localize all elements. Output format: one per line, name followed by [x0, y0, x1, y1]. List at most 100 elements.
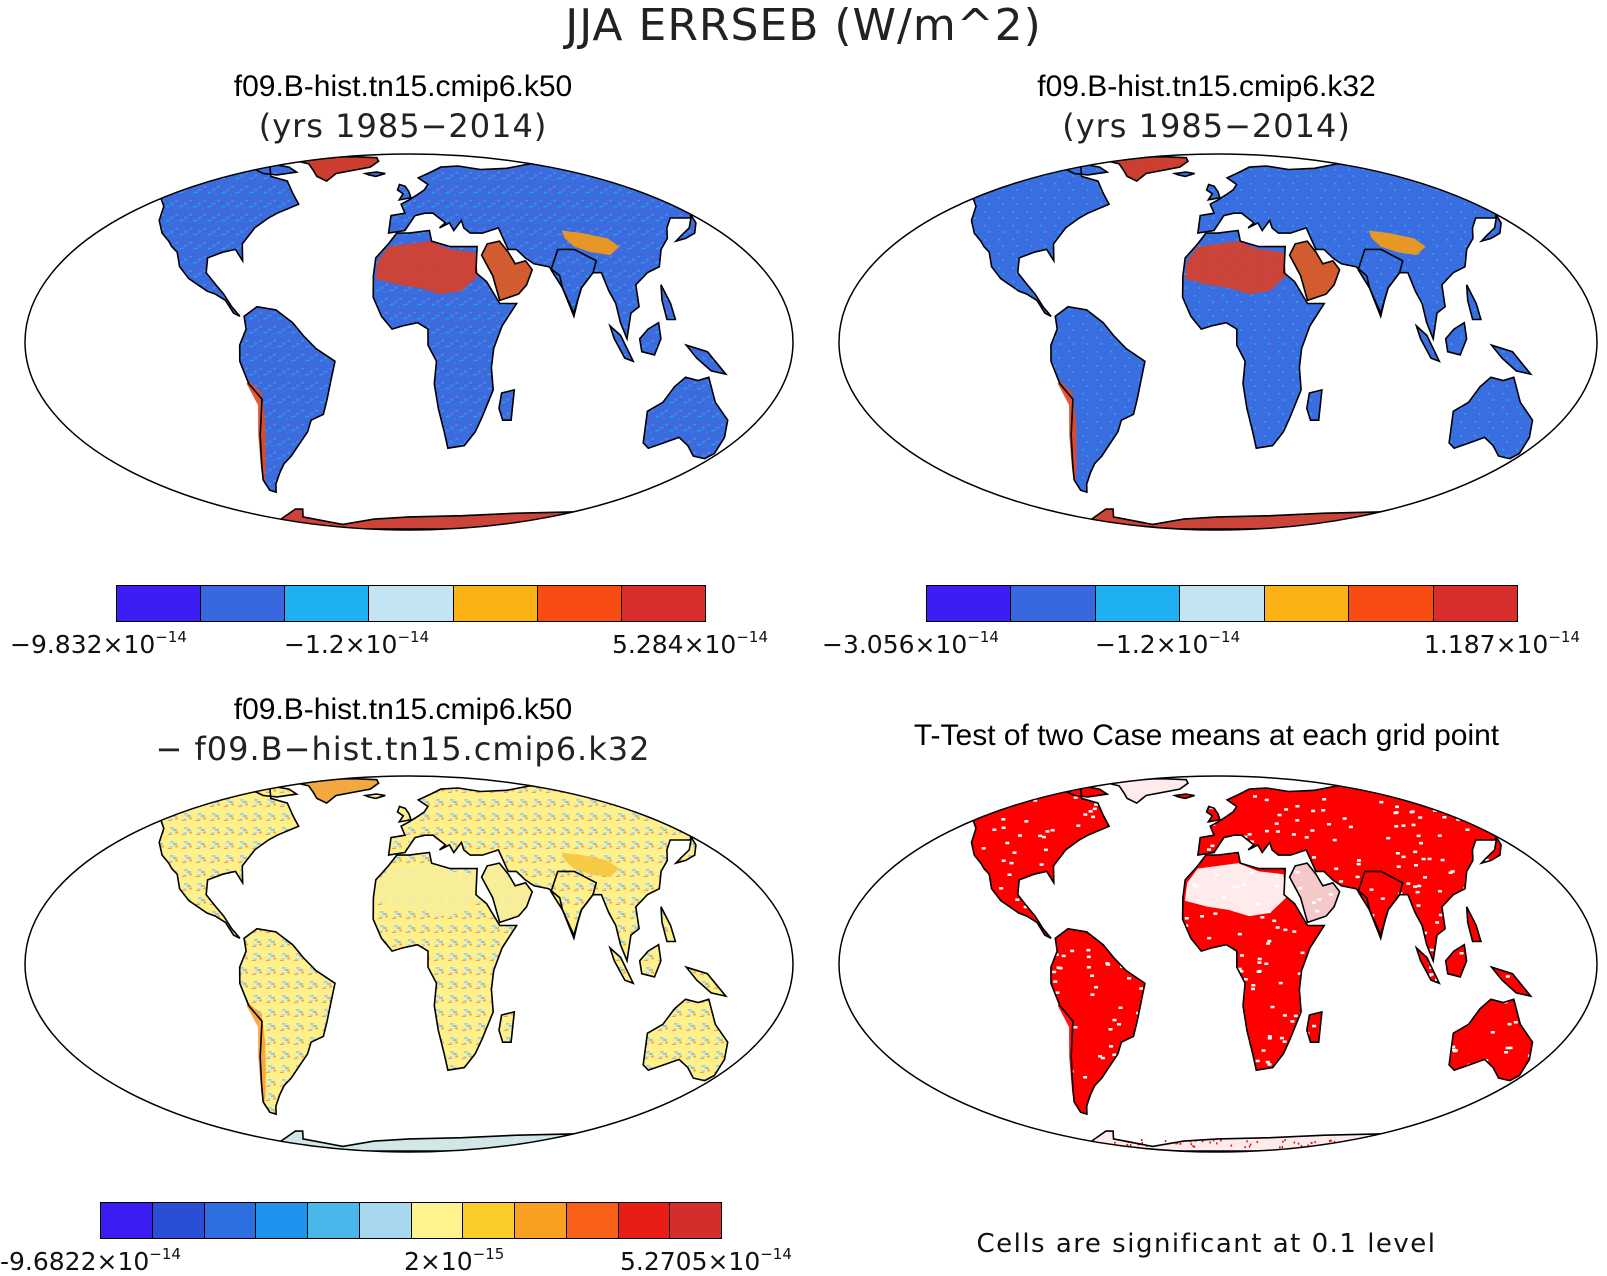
coastline: [372, 851, 519, 1072]
coastline: [1305, 1010, 1323, 1043]
colorbar-segment: [201, 586, 286, 621]
significant-cell: [1049, 1142, 1051, 1145]
significant-cell: [1175, 1142, 1177, 1145]
panel-k50-colorbar-mid: −1.2×10−14: [284, 628, 429, 659]
significant-cell: [1179, 1142, 1182, 1145]
significant-cell: [1435, 1145, 1437, 1148]
panel-diff-colorbar-mid: 2×10−15: [404, 1245, 504, 1276]
significant-cell: [1364, 1141, 1367, 1144]
significant-cell: [1042, 1143, 1045, 1146]
colorbar-label-exponent: −14: [736, 628, 768, 646]
significant-cell: [1458, 1139, 1460, 1142]
significant-cell: [1462, 1141, 1465, 1143]
significant-cell: [1474, 1141, 1477, 1143]
significant-cell: [1349, 1145, 1352, 1148]
region-greenland: [288, 778, 379, 804]
colorbar-label-exponent: −14: [397, 628, 430, 646]
colorbar-segment: [515, 1203, 567, 1238]
significant-cell: [957, 1143, 959, 1146]
region-antarctica: [110, 1131, 710, 1152]
landmass-australia: [1449, 999, 1533, 1081]
significant-cell: [1033, 1144, 1036, 1147]
significant-cell: [1044, 1141, 1046, 1144]
panel-k50-colorbar: [116, 585, 706, 622]
landmass-uk: [397, 184, 411, 200]
coastline: [238, 305, 336, 494]
coastline: [480, 240, 534, 302]
significant-cell: [1464, 1143, 1467, 1146]
colorbar-segment: [308, 1203, 360, 1238]
coastline: [642, 998, 729, 1082]
map-boundary: [24, 775, 794, 1153]
significant-cell: [949, 1142, 951, 1145]
landmass-southAmerica: [1050, 306, 1145, 493]
colorbar-segment: [152, 1203, 205, 1238]
colorbar-segment: [1011, 586, 1096, 621]
coastline: [498, 388, 516, 421]
coastline: [608, 323, 635, 363]
significant-cell: [985, 1139, 987, 1142]
significant-cell: [1328, 1144, 1330, 1147]
coastline: [684, 965, 728, 998]
coastline: [238, 927, 336, 1116]
colorbar-segment: [927, 586, 1012, 621]
panel-k32-colorbar: [926, 585, 1518, 622]
panel-diff-colorbar-max: 5.2705×10−14: [620, 1245, 792, 1276]
coastline: [660, 906, 677, 943]
landmass-newzealand: [1545, 1067, 1575, 1098]
panel-k32-subtitle: (yrs 1985−2014): [1062, 107, 1351, 145]
significant-cell: [1354, 1144, 1356, 1147]
colorbar-segment: [1095, 586, 1181, 621]
significant-cell: [1075, 1145, 1078, 1148]
significant-cell: [1435, 1141, 1437, 1144]
significant-cell: [1466, 1142, 1468, 1145]
landmass-newguinea: [686, 345, 726, 375]
region-antarctica: [923, 1131, 1515, 1152]
region-tibet: [561, 230, 620, 256]
landmass-newguinea: [686, 967, 726, 997]
coastline: [1196, 159, 1546, 342]
coastline: [1465, 906, 1482, 943]
coastline: [287, 777, 380, 805]
map-boundary: [838, 153, 1598, 531]
significant-cell: [1176, 1142, 1179, 1145]
colorbar-segment: [618, 1203, 671, 1238]
significant-cell: [1201, 1140, 1204, 1143]
coastline: [660, 284, 677, 321]
coastline: [387, 159, 741, 342]
coastline: [480, 862, 534, 924]
region-greenland: [1098, 156, 1188, 182]
significant-cell: [1244, 1146, 1246, 1149]
colorbar-segment: [204, 1203, 257, 1238]
coastline: [1489, 965, 1533, 998]
colorbar-segment: [359, 1203, 412, 1238]
significant-cell: [1464, 1142, 1467, 1145]
landmass-borneo: [639, 322, 661, 355]
colorbar-label-mantissa: −3.056×10: [822, 630, 968, 659]
colorbar-label-mantissa: 5.284×10: [612, 630, 737, 659]
colorbar-segment: [1264, 586, 1350, 621]
significant-cell: [1216, 1142, 1218, 1145]
significant-cell: [1000, 1141, 1002, 1143]
colorbar-segment: [453, 586, 538, 621]
significant-cell: [1385, 1141, 1387, 1144]
coastline: [387, 781, 741, 964]
coastline: [1171, 171, 1195, 178]
colorbar-segment: [411, 1203, 464, 1238]
significant-cell: [1193, 1145, 1196, 1148]
coastline: [1050, 305, 1146, 494]
coastline: [1489, 343, 1533, 376]
coastline: [396, 805, 412, 824]
landmass-newguinea: [1491, 967, 1531, 997]
panel-diff-colorbar-min: -9.6822×10−14: [0, 1245, 181, 1276]
significant-cell: [1448, 1146, 1450, 1149]
coastline: [396, 183, 412, 202]
colorbar-label-mantissa: 1.187×10: [1424, 630, 1549, 659]
significant-cell: [1297, 1142, 1300, 1145]
panel-k32-map: [838, 153, 1598, 531]
landmass-uk: [1206, 184, 1220, 200]
coastline: [1181, 851, 1326, 1072]
region-arabia: [1289, 863, 1340, 923]
significant-cell: [996, 1146, 998, 1149]
significant-cell: [1220, 1139, 1222, 1142]
